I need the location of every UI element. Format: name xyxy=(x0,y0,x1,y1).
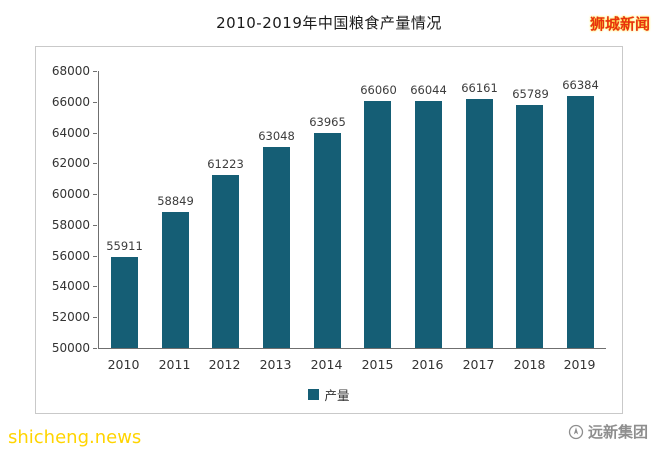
chart-title: 2010-2019年中国粮食产量情况 xyxy=(216,14,442,32)
x-axis-tick-label: 2014 xyxy=(310,357,343,372)
y-axis-tick-label: 56000 xyxy=(51,248,90,263)
y-axis-tick-label: 68000 xyxy=(51,64,90,78)
bar-value-label: 63965 xyxy=(309,115,346,129)
x-axis-tick-label: 2019 xyxy=(563,357,596,372)
x-axis-tick-label: 2016 xyxy=(411,357,444,372)
legend-swatch-icon xyxy=(308,389,320,400)
plot-area: 55911 58849 61223 63048 63965 66060 66044 66161… xyxy=(98,71,606,349)
y-axis-tick-mark xyxy=(93,163,97,165)
watermark-text: 狮城新闻 xyxy=(589,15,650,33)
y-axis-tick-label: 62000 xyxy=(51,156,90,171)
bar-2018 xyxy=(516,105,543,348)
bar-2011 xyxy=(162,212,189,348)
y-axis-tick-label: 54000 xyxy=(51,279,90,294)
y-axis-tick-label: 50000 xyxy=(51,341,90,355)
bar-chart: 55911 58849 61223 63048 63965 66060 66044 66161… xyxy=(35,46,623,414)
bar-2014 xyxy=(314,133,341,348)
brand-badge: 远新集团 xyxy=(568,421,648,442)
site-link[interactable]: shicheng.news xyxy=(8,427,142,448)
bar-value-label: 66060 xyxy=(360,83,397,97)
bar-value-label: 66044 xyxy=(410,83,447,97)
y-axis-tick-mark xyxy=(93,132,97,134)
y-axis-tick-mark xyxy=(93,286,97,288)
bar-2013 xyxy=(263,147,290,348)
compass-logo-icon xyxy=(568,424,584,440)
y-axis-tick-mark xyxy=(93,224,97,226)
x-axis-tick-label: 2010 xyxy=(107,357,140,372)
x-axis-tick-label: 2015 xyxy=(361,357,394,372)
y-axis-tick-label: 66000 xyxy=(51,94,90,109)
y-axis-tick-label: 58000 xyxy=(51,217,90,232)
bar-value-label: 65789 xyxy=(512,87,549,101)
y-axis-tick-label: 64000 xyxy=(51,125,90,140)
y-axis-tick-mark xyxy=(93,348,97,349)
bar-value-label: 58849 xyxy=(157,194,194,208)
y-axis-tick-mark xyxy=(93,101,97,103)
y-axis-tick-label: 52000 xyxy=(51,310,90,325)
bar-value-label: 61223 xyxy=(207,157,244,171)
bar-value-label: 66161 xyxy=(461,81,498,95)
y-axis-tick-mark xyxy=(93,317,97,319)
bar-value-label: 55911 xyxy=(106,239,143,253)
legend-label: 产量 xyxy=(324,388,350,403)
bar-2019 xyxy=(567,96,594,348)
bar-value-label: 66384 xyxy=(562,78,599,92)
bar-2017 xyxy=(466,99,493,348)
y-axis-tick-mark xyxy=(93,71,97,72)
brand-name: 远新集团 xyxy=(587,423,648,441)
legend: 产量 xyxy=(36,385,622,404)
x-axis-tick-label: 2011 xyxy=(158,357,191,372)
bar-2012 xyxy=(212,175,239,348)
x-axis-tick-label: 2018 xyxy=(513,357,546,372)
y-axis-tick-mark xyxy=(93,194,97,196)
x-axis-labels: 2010 2011 2012 2013 2014 2015 2016 2017 2018 2019 xyxy=(98,357,606,375)
x-axis-tick-label: 2012 xyxy=(208,357,241,372)
x-axis-tick-label: 2017 xyxy=(462,357,495,372)
bar-2010 xyxy=(111,257,138,348)
bar-2015 xyxy=(364,101,391,348)
bar-value-label: 63048 xyxy=(258,129,295,143)
x-axis-tick-label: 2013 xyxy=(259,357,292,372)
bar-2016 xyxy=(415,101,442,348)
y-axis-tick-mark xyxy=(93,255,97,257)
y-axis-tick-label: 60000 xyxy=(51,187,90,202)
